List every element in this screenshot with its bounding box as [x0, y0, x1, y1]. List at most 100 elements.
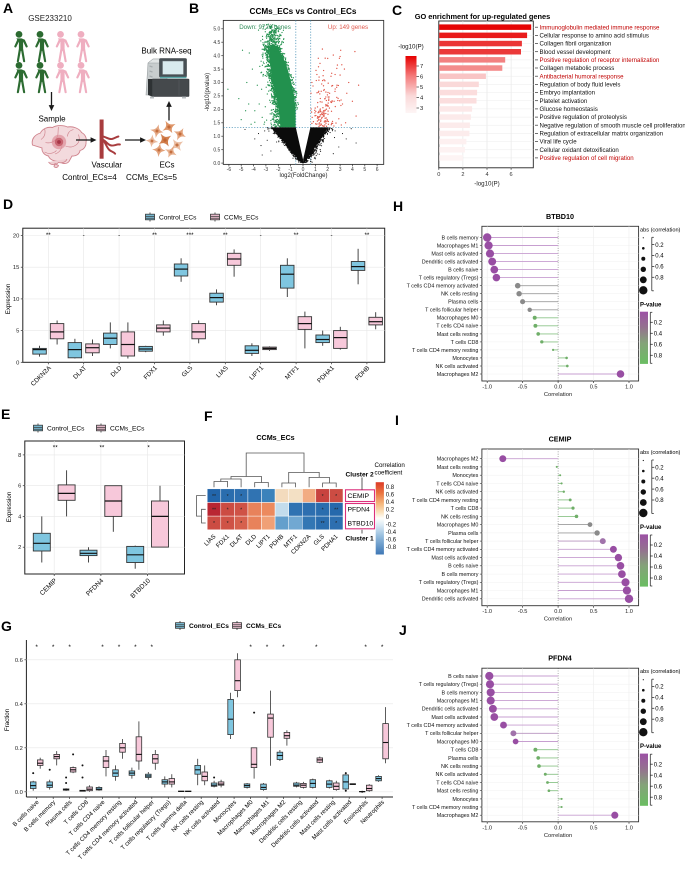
svg-text:4: 4 [485, 172, 488, 178]
svg-text:B: B [189, 0, 199, 16]
svg-text:GO enrichment for up-regulated: GO enrichment for up-regulated genes [415, 12, 551, 21]
svg-text:abs (correlation): abs (correlation) [640, 669, 681, 675]
svg-text:2.0: 2.0 [213, 107, 220, 113]
svg-text:4.0: 4.0 [213, 53, 220, 59]
svg-text:T cells CD4 memory activated: T cells CD4 memory activated [407, 547, 479, 553]
svg-text:Viral life cycle: Viral life cycle [540, 139, 578, 146]
svg-text:1: 1 [314, 167, 317, 173]
svg-text:0.5: 0.5 [213, 147, 220, 153]
svg-text:0.0: 0.0 [15, 790, 23, 796]
svg-text:B cells memory: B cells memory [442, 235, 479, 241]
svg-text:-2: -2 [276, 167, 281, 173]
svg-text:-3: -3 [264, 167, 269, 173]
svg-text:B cells naive: B cells naive [448, 674, 478, 680]
svg-text:Cluster 1: Cluster 1 [346, 536, 375, 543]
svg-text:**: ** [212, 508, 216, 514]
svg-text:T cells CD4 memory resting: T cells CD4 memory resting [412, 805, 478, 811]
svg-text:**: ** [53, 445, 58, 452]
svg-text:*: * [227, 508, 229, 514]
svg-text:Macrophages M2: Macrophages M2 [437, 813, 479, 819]
svg-text:CCMs_ECs vs Control_ECs: CCMs_ECs vs Control_ECs [250, 7, 357, 16]
svg-text:0.8: 0.8 [655, 498, 664, 504]
svg-text:0.2: 0.2 [655, 466, 664, 472]
svg-text:Up: 149 genes: Up: 149 genes [328, 24, 368, 31]
svg-text:2: 2 [18, 545, 21, 551]
svg-text:-0.6: -0.6 [386, 538, 397, 544]
svg-text:7: 7 [420, 64, 423, 70]
svg-text:T cells follicular helper: T cells follicular helper [425, 539, 478, 545]
svg-text:BTBD10: BTBD10 [546, 212, 574, 221]
svg-text:0.6: 0.6 [654, 784, 663, 790]
svg-text:Cluster 2: Cluster 2 [346, 472, 375, 479]
svg-text:*: * [240, 494, 242, 500]
svg-text:T cells CD8: T cells CD8 [451, 340, 479, 346]
svg-text:0.4: 0.4 [386, 500, 395, 506]
svg-text:**: ** [334, 508, 338, 514]
svg-text:Mast cells activated: Mast cells activated [431, 715, 478, 721]
svg-text:Control_ECs: Control_ECs [189, 623, 229, 630]
svg-text:T cells CD8: T cells CD8 [451, 506, 479, 512]
svg-text:Blood vessel development: Blood vessel development [540, 49, 611, 56]
svg-text:4: 4 [351, 167, 354, 173]
svg-text:-1: -1 [288, 167, 293, 173]
svg-text:5.0: 5.0 [213, 27, 220, 33]
svg-text:Mast cells resting: Mast cells resting [437, 789, 479, 795]
svg-text:T cells CD4 memory activated: T cells CD4 memory activated [407, 284, 479, 290]
svg-text:2: 2 [461, 172, 464, 178]
svg-text:CEMIP: CEMIP [549, 435, 572, 444]
svg-text:**: ** [364, 232, 369, 239]
svg-text:Positive regulation of proteol: Positive regulation of proteolysis [540, 114, 627, 121]
svg-text:T cells CD8: T cells CD8 [451, 748, 479, 754]
svg-text:2: 2 [326, 167, 329, 173]
svg-text:Immunoglobulin mediated immune: Immunoglobulin mediated immune response [540, 24, 661, 31]
svg-text:0.0: 0.0 [554, 825, 562, 831]
svg-text:0.2: 0.2 [655, 685, 664, 691]
svg-text:20: 20 [13, 234, 19, 240]
svg-text:**: ** [152, 232, 157, 239]
svg-text:Regulation of body fluid level: Regulation of body fluid levels [540, 82, 621, 89]
svg-text:***: *** [186, 232, 194, 239]
svg-text:-0.5: -0.5 [518, 825, 528, 831]
svg-text:T cells CD4 memory activated: T cells CD4 memory activated [407, 723, 479, 729]
svg-text:B cells memory: B cells memory [442, 690, 479, 696]
svg-text:T cells CD4 memory resting: T cells CD4 memory resting [412, 348, 478, 354]
svg-text:ECs: ECs [159, 161, 174, 170]
svg-text:-0.2: -0.2 [386, 523, 397, 529]
svg-text:Monocytes: Monocytes [452, 473, 478, 479]
svg-text:**: ** [223, 232, 228, 239]
svg-text:0.4: 0.4 [655, 476, 664, 482]
svg-text:Macrophages M0: Macrophages M0 [437, 523, 479, 529]
svg-text:0.4: 0.4 [654, 773, 663, 779]
svg-text:Collagen metabolic process: Collagen metabolic process [540, 65, 615, 72]
svg-text:-: - [260, 232, 262, 239]
svg-text:6: 6 [376, 167, 379, 173]
svg-text:0.8: 0.8 [654, 795, 663, 801]
svg-text:Antibacterial humoral response: Antibacterial humoral response [540, 73, 625, 80]
svg-text:5: 5 [420, 85, 423, 91]
svg-text:-: - [118, 232, 120, 239]
svg-text:0.8: 0.8 [655, 276, 664, 282]
svg-text:T cells follicular helper: T cells follicular helper [425, 731, 478, 737]
svg-text:Mast cells activated: Mast cells activated [431, 252, 478, 258]
svg-text:Regulation of extracellular ma: Regulation of extracellular matrix organ… [540, 131, 664, 138]
svg-text:BTBD10: BTBD10 [348, 520, 374, 527]
svg-text:Macrophages M2: Macrophages M2 [437, 372, 479, 378]
svg-text:10: 10 [13, 297, 19, 303]
svg-text:*: * [213, 521, 215, 527]
svg-text:*: * [322, 494, 324, 500]
svg-text:Expression: Expression [6, 491, 13, 522]
svg-text:Mast cells resting: Mast cells resting [437, 332, 479, 338]
svg-text:-1.0: -1.0 [482, 385, 492, 391]
svg-text:P-value: P-value [640, 302, 662, 308]
svg-text:CCMs_ECs: CCMs_ECs [256, 433, 294, 442]
svg-text:3.5: 3.5 [213, 67, 220, 73]
svg-text:-1.0: -1.0 [482, 609, 492, 615]
svg-text:D: D [3, 196, 13, 212]
svg-text:1.5: 1.5 [213, 121, 220, 127]
svg-text:CCMs_ECs: CCMs_ECs [246, 623, 282, 630]
svg-text:**: ** [46, 232, 51, 239]
svg-text:T cells regulatory (Tregs): T cells regulatory (Tregs) [419, 580, 479, 586]
svg-text:3.0: 3.0 [213, 80, 220, 86]
svg-text:**: ** [212, 494, 216, 500]
svg-text:E: E [1, 406, 10, 422]
